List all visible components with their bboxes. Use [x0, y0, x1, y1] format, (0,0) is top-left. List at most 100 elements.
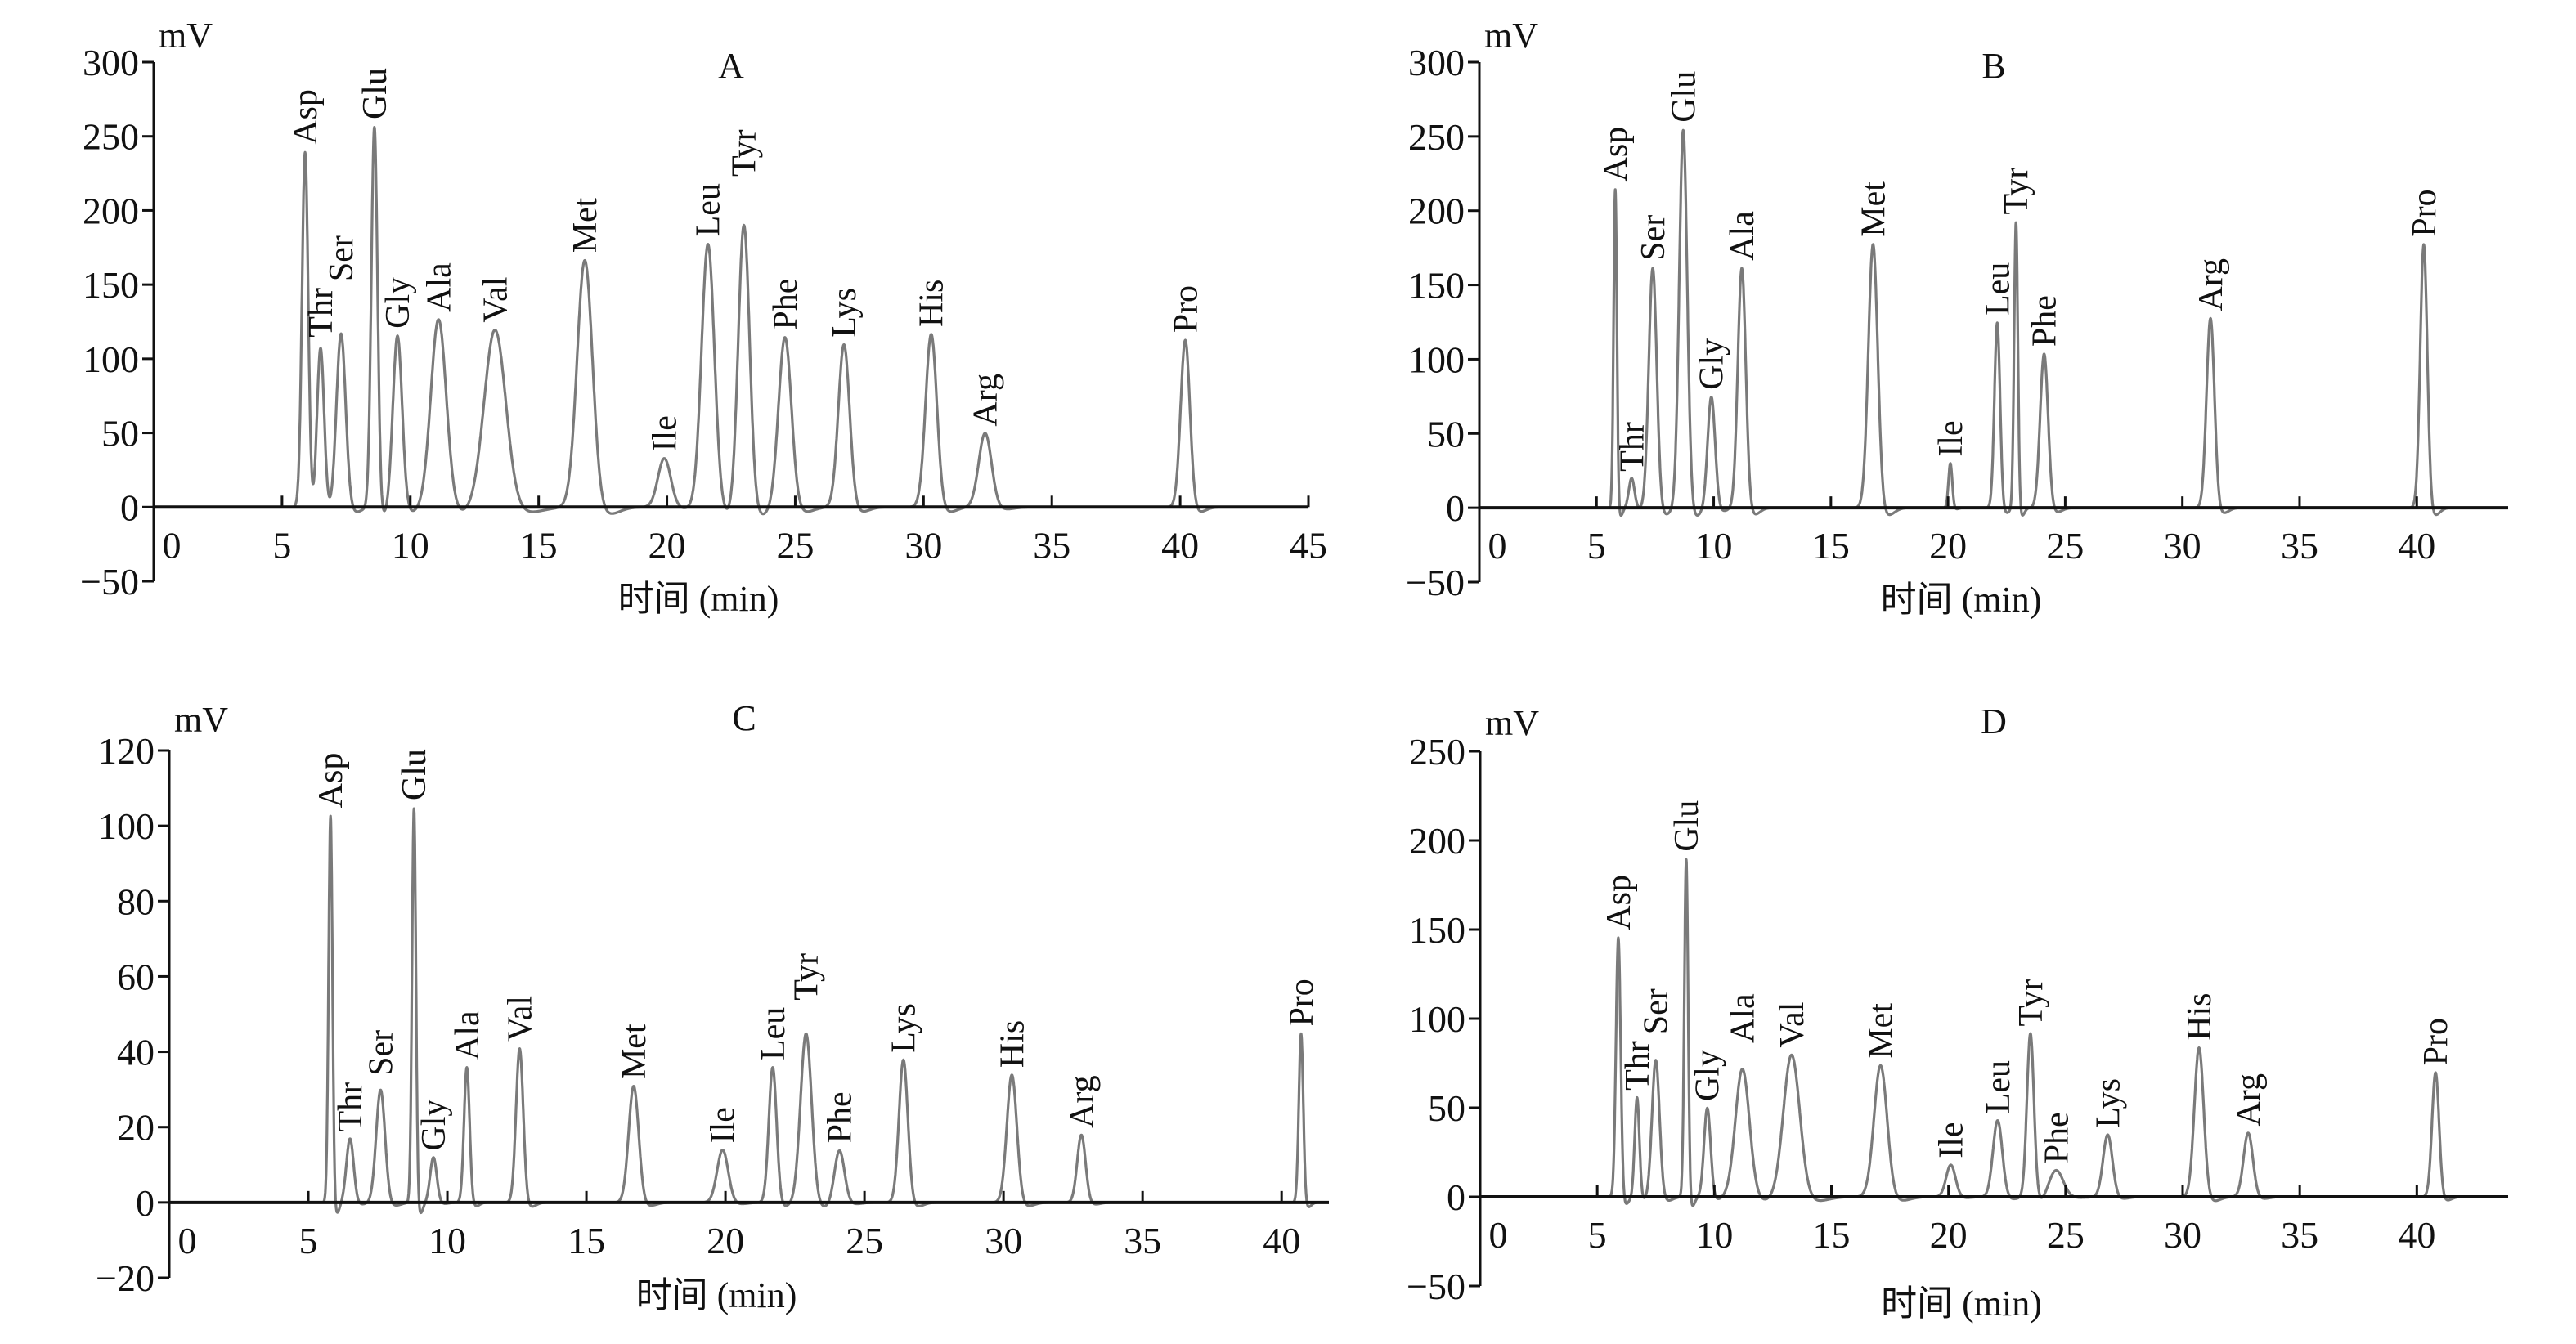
peak-label-asp: Asp	[1600, 875, 1638, 930]
x-tick-label: 15	[1812, 525, 1850, 567]
x-tick-label: 20	[648, 524, 686, 566]
y-tick-label: 50	[1428, 1087, 1465, 1129]
panel-title: B	[1981, 46, 2005, 86]
peak-label-pro: Pro	[2406, 189, 2444, 236]
peak-label-tyr: Tyr	[726, 129, 764, 177]
peak-label-phe: Phe	[767, 279, 805, 330]
x-tick-label: 45	[1290, 524, 1327, 566]
x-tick-label: 40	[1263, 1220, 1300, 1261]
peak-label-thr: Thr	[332, 1082, 370, 1132]
x-tick-label: 5	[272, 524, 291, 566]
x-tick-label: 5	[1588, 1214, 1607, 1256]
x-tick-label: 20	[1929, 525, 1967, 567]
peak-label-met: Met	[1863, 1003, 1901, 1059]
x-tick-label: 15	[520, 524, 558, 566]
peak-label-lys: Lys	[826, 288, 864, 338]
peak-label-val: Val	[501, 996, 539, 1042]
x-tick-label: 15	[1812, 1214, 1850, 1256]
x-tick-label: 35	[1124, 1220, 1161, 1261]
x-tick-label: 10	[429, 1220, 466, 1261]
x-tick-label: 35	[2281, 525, 2318, 567]
signal-trace	[302, 807, 1325, 1215]
peak-label-ser: Ser	[323, 235, 361, 281]
y-tick-label: 150	[83, 264, 139, 306]
y-axis-unit: mV	[1484, 16, 1538, 56]
y-tick-label: 100	[98, 805, 155, 847]
peak-label-gly: Gly	[1690, 1050, 1727, 1101]
peak-label-ser: Ser	[1638, 988, 1676, 1034]
peak-label-tyr: Tyr	[2013, 979, 2050, 1027]
panel-title: C	[732, 698, 756, 738]
x-axis-label: 时间 (min)	[1881, 580, 2042, 620]
x-axis-label: 时间 (min)	[618, 579, 779, 619]
y-tick-label: −50	[1406, 562, 1465, 603]
peak-label-ile: Ile	[1932, 420, 1970, 456]
peak-label-tyr: Tyr	[788, 953, 826, 1001]
y-tick-label: 100	[1408, 338, 1465, 380]
y-tick-label: 200	[1409, 820, 1465, 862]
peak-label-asp: Asp	[1597, 127, 1635, 182]
x-tick-label: 0	[1489, 1214, 1508, 1256]
peak-label-ala: Ala	[449, 1010, 487, 1060]
y-tick-label: 120	[98, 730, 155, 772]
x-tick-label: 30	[904, 524, 942, 566]
x-tick-label: 20	[707, 1220, 744, 1261]
chart-panel-c: −20 0 20 40 60 80 100 120 0 5 10 15 20 25 30 35 40 mV C 时间 …	[96, 698, 1329, 1315]
chart-panel-d: −50 0 50 100 150 200 250 0 5 10 15 20 25 30 35 40 mV D 时间 …	[1407, 701, 2508, 1324]
peak-label-leu: Leu	[690, 183, 728, 236]
peak-label-val: Val	[1774, 1002, 1811, 1048]
peak-label-met: Met	[616, 1024, 653, 1079]
y-tick-label: 80	[117, 880, 155, 922]
peak-label-glu: Glu	[357, 68, 394, 119]
x-tick-label: 20	[1930, 1214, 1968, 1256]
peak-label-asp: Asp	[312, 753, 350, 809]
y-tick-label: 200	[1408, 190, 1465, 232]
peak-label-pro: Pro	[2417, 1018, 2455, 1065]
y-tick-label: 40	[117, 1032, 155, 1073]
peak-label-ser: Ser	[1635, 215, 1672, 261]
peak-label-glu: Glu	[396, 749, 433, 800]
x-tick-label: 25	[2047, 1214, 2085, 1256]
peak-label-pro: Pro	[1167, 285, 1205, 333]
x-tick-label: 10	[1695, 525, 1733, 567]
peak-label-ser: Ser	[362, 1030, 400, 1076]
peak-label-pro: Pro	[1283, 979, 1321, 1026]
peak-label-ala: Ala	[420, 262, 458, 312]
y-tick-label: 0	[120, 486, 139, 528]
y-tick-label: 50	[101, 413, 139, 455]
y-tick-label: 0	[1446, 487, 1465, 529]
x-tick-label: 30	[2164, 1214, 2201, 1256]
y-tick-label: −20	[96, 1257, 155, 1299]
peak-label-arg: Arg	[2230, 1073, 2268, 1127]
peak-label-thr: Thr	[303, 288, 340, 338]
x-tick-label: 15	[568, 1220, 605, 1261]
peak-label-met: Met	[567, 197, 604, 253]
peak-label-phe: Phe	[2038, 1112, 2076, 1163]
y-tick-label: 0	[136, 1182, 155, 1224]
peak-label-thr: Thr	[1619, 1041, 1657, 1091]
peak-label-glu: Glu	[1665, 71, 1703, 123]
y-tick-label: 60	[117, 956, 155, 997]
y-axis-unit: mV	[174, 700, 228, 740]
y-axis-unit: mV	[1485, 703, 1539, 743]
y-tick-label: 300	[1408, 42, 1465, 83]
y-tick-label: 100	[83, 338, 139, 380]
y-axis-unit: mV	[159, 16, 213, 56]
x-tick-label: 40	[2398, 1214, 2435, 1256]
peak-label-leu: Leu	[1980, 1060, 2017, 1113]
y-tick-label: 250	[1409, 731, 1465, 773]
peak-label-thr: Thr	[1613, 422, 1651, 472]
x-tick-label: 40	[1161, 524, 1199, 566]
x-tick-label: 0	[1488, 525, 1507, 567]
y-tick-label: 250	[83, 116, 139, 158]
x-tick-label: 10	[392, 524, 429, 566]
peak-label-gly: Gly	[1694, 338, 1731, 390]
y-tick-label: 300	[83, 42, 139, 83]
peak-label-his: His	[913, 280, 951, 327]
peak-label-ala: Ala	[1725, 993, 1762, 1043]
peak-label-gly: Gly	[379, 277, 417, 329]
x-tick-label: 5	[299, 1220, 318, 1261]
x-tick-label: 25	[846, 1220, 883, 1261]
y-tick-label: 20	[117, 1107, 155, 1149]
